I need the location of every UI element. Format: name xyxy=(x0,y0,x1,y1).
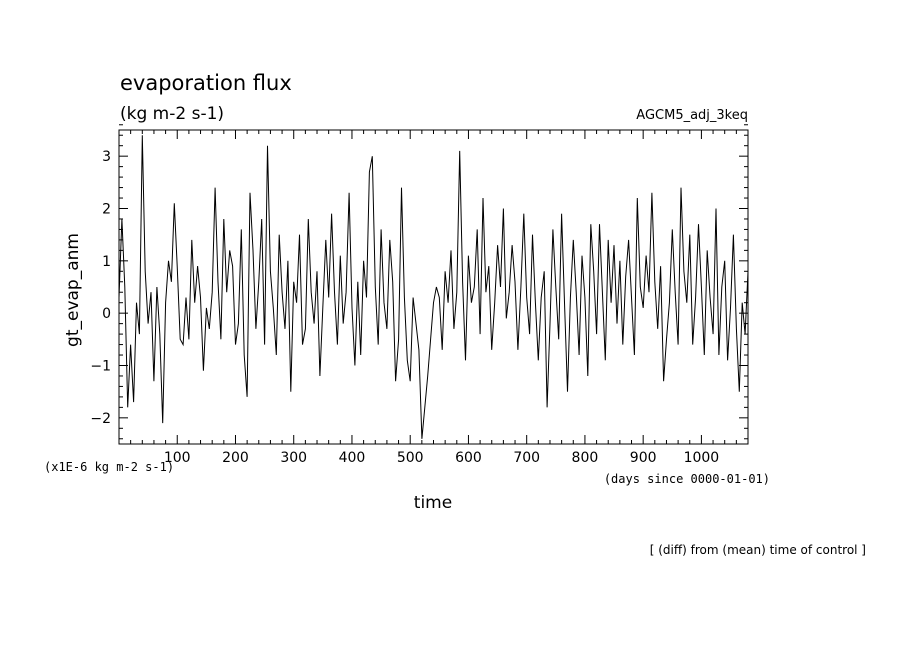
x-tick-label: 1000 xyxy=(684,450,720,466)
x-tick-label: 400 xyxy=(339,450,366,466)
plot-frame xyxy=(118,129,749,445)
series-line xyxy=(118,135,749,439)
y-tick-label: 0 xyxy=(102,306,111,322)
run-annotation: AGCM5_adj_3keq xyxy=(636,108,748,123)
x-tick-label: 300 xyxy=(280,450,307,466)
footer-note: [ (diff) from (mean) time of control ] xyxy=(650,543,866,557)
y-tick-label: 1 xyxy=(102,254,111,270)
y-axis-label: gt_evap_anm xyxy=(63,233,83,347)
y-tick-label: −2 xyxy=(90,411,111,427)
chart-title: evaporation flux xyxy=(120,71,292,95)
tick-marks xyxy=(118,124,749,444)
x-tick-label: 600 xyxy=(455,450,482,466)
y-tick-label: 3 xyxy=(102,149,111,165)
plot-area: 100 200 300 400 500 600 700 800 900 1000 −2 −1 0 1 2 3 xyxy=(90,124,749,466)
chart-subtitle: (kg m-2 s-1) xyxy=(120,104,224,124)
tick-labels: 100 200 300 400 500 600 700 800 900 1000 −2 −1 0 1 2 3 xyxy=(90,149,719,466)
x-tick-label: 200 xyxy=(222,450,249,466)
x-tick-label: 700 xyxy=(513,450,540,466)
y-tick-label: 2 xyxy=(102,202,111,218)
y-tick-label: −1 xyxy=(90,359,111,375)
y-units-label: (x1E-6 kg m-2 s-1) xyxy=(44,460,174,474)
x-units-label: (days since 0000-01-01) xyxy=(604,472,770,486)
x-tick-label: 800 xyxy=(572,450,599,466)
x-tick-label: 900 xyxy=(630,450,657,466)
x-tick-label: 100 xyxy=(164,450,191,466)
x-tick-label: 500 xyxy=(397,450,424,466)
x-axis-label: time xyxy=(414,493,452,513)
